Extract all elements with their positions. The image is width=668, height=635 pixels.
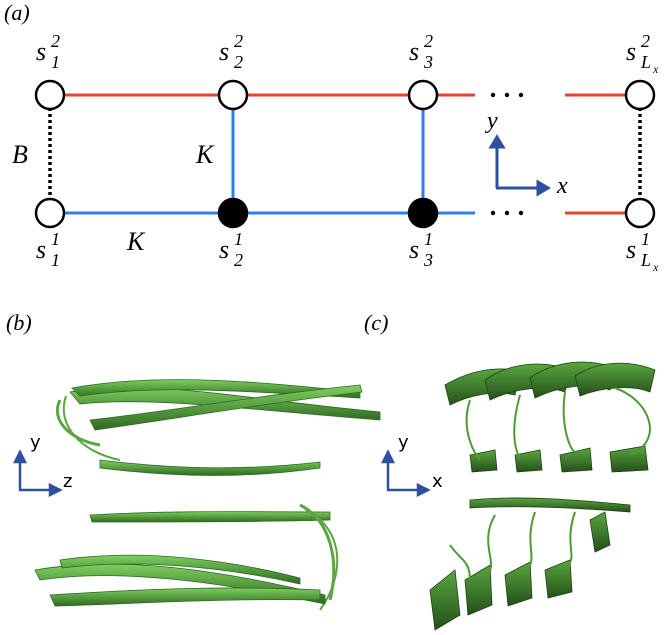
axes-arrows	[15, 452, 60, 495]
site-symbol: s	[409, 235, 419, 264]
site-subscript: 1	[51, 52, 60, 72]
site-subscript: 3	[423, 52, 433, 72]
site-superscript: 1	[641, 229, 650, 249]
axis-label: y	[398, 432, 409, 453]
panel-label: (a)	[4, 0, 30, 25]
coupling-label: K	[126, 227, 146, 256]
protein-structure	[35, 380, 380, 610]
axis-label: y	[485, 108, 498, 134]
panel-label: (c)	[364, 310, 388, 335]
site-symbol: s	[219, 235, 229, 264]
site-subscript: L	[640, 250, 651, 270]
site-superscript: 1	[234, 229, 243, 249]
site-superscript: 1	[51, 229, 60, 249]
site-subscript: 3	[423, 250, 433, 270]
sites	[36, 81, 654, 227]
axes-arrows	[491, 137, 548, 194]
protein-structure	[430, 362, 655, 630]
site-superscript: 2	[641, 31, 650, 51]
axis-label: x	[556, 173, 568, 199]
site-subscript: 1	[51, 250, 60, 270]
site-subsubscript: x	[652, 62, 659, 76]
axis-label: z	[63, 471, 72, 492]
lattice	[36, 81, 654, 227]
panel-label: (b)	[6, 310, 32, 335]
site-subsubscript: x	[652, 260, 659, 274]
coupling-label: K	[195, 140, 215, 169]
site-symbol: s	[219, 37, 229, 66]
axes-arrows	[383, 452, 428, 495]
site-symbol: s	[36, 235, 46, 264]
site-symbol: s	[626, 37, 636, 66]
site-symbol: s	[626, 235, 636, 264]
site-superscript: 2	[51, 31, 60, 51]
protein-loops	[450, 388, 650, 580]
site-symbol: s	[36, 37, 46, 66]
site-superscript: 2	[424, 31, 433, 51]
site-subscript: 2	[234, 250, 243, 270]
axis-label: y	[30, 432, 41, 453]
site-subscript: L	[640, 52, 651, 72]
site-symbol: s	[409, 37, 419, 66]
site-subscript: 2	[234, 52, 243, 72]
axis-label: x	[432, 471, 443, 492]
figure: (a) B K K y x (b) y z (c)	[0, 0, 668, 635]
site-superscript: 2	[234, 31, 243, 51]
site-superscript: 1	[424, 229, 433, 249]
coupling-label: B	[12, 140, 28, 169]
